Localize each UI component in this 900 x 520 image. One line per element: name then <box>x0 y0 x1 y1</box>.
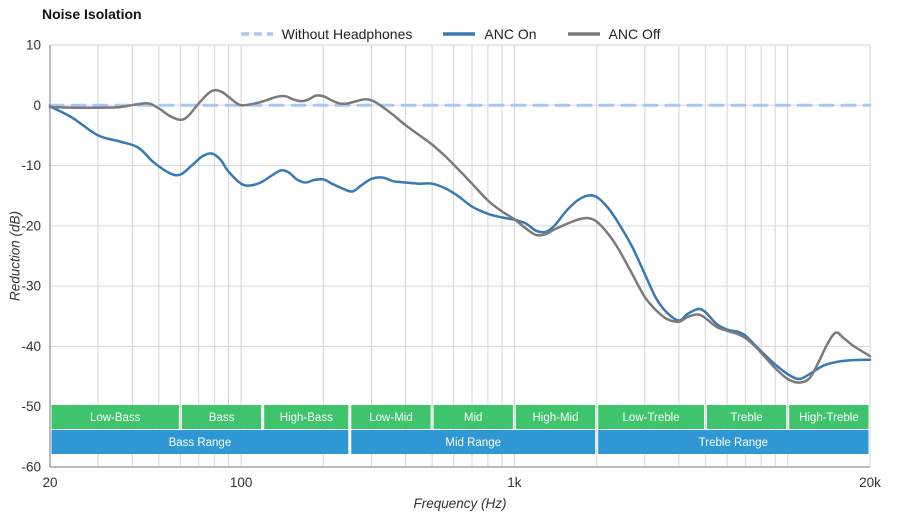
chart-title: Noise Isolation <box>42 6 142 22</box>
series-group <box>48 88 872 384</box>
x-tick-label: 1k <box>507 475 522 490</box>
band-label: Low-Treble <box>623 412 680 424</box>
band-label: High-Mid <box>532 412 578 424</box>
legend-line-swatch <box>567 32 600 36</box>
band-mid <box>433 405 513 429</box>
y-tick-label: -20 <box>21 218 41 233</box>
band-bass-range <box>51 430 349 454</box>
legend-label: ANC On <box>484 26 537 42</box>
band-label: Bass <box>209 412 235 424</box>
band-label: Low-Bass <box>90 412 141 424</box>
band-treble-range <box>598 430 869 454</box>
band-bass <box>181 405 262 429</box>
x-tick-label: 20k <box>859 475 881 490</box>
legend-label: Without Headphones <box>281 26 413 42</box>
band-high-treble <box>789 405 869 429</box>
x-tick-label: 20 <box>42 475 57 490</box>
y-tick-label: -30 <box>21 279 41 294</box>
y-tick-label: -10 <box>21 158 41 173</box>
legend-label: ANC Off <box>608 26 661 42</box>
band-label: High-Treble <box>799 412 859 424</box>
y-tick-label: -40 <box>21 339 41 354</box>
y-axis-title: Reduction (dB) <box>7 210 23 302</box>
band-label: Bass Range <box>169 437 232 449</box>
y-tick-label: -60 <box>21 460 41 475</box>
band-label: Treble <box>731 412 763 424</box>
band-high-mid <box>515 405 596 429</box>
band-mid-range <box>351 430 596 454</box>
band-label: High-Bass <box>280 412 333 424</box>
legend-item-anc-off[interactable]: ANC Off <box>567 26 661 42</box>
series-anc-off <box>48 88 872 384</box>
band-label: Low-Mid <box>369 412 412 424</box>
y-tick-label: 10 <box>26 38 41 53</box>
band-treble <box>706 405 787 429</box>
x-tick-label: 100 <box>230 475 253 490</box>
axes <box>49 45 870 468</box>
x-axis-title: Frequency (Hz) <box>413 496 507 511</box>
gridlines <box>50 44 871 468</box>
band-high-bass <box>264 405 349 429</box>
legend-line-swatch <box>443 32 476 36</box>
band-label: Mid <box>464 412 483 424</box>
band-label: Mid Range <box>445 437 501 449</box>
band-low-treble <box>598 405 704 429</box>
band-low-bass <box>51 405 179 429</box>
legend-line-swatch <box>240 32 273 36</box>
y-tick-label: -50 <box>21 399 41 414</box>
legend: Without Headphones ANC On ANC Off <box>0 24 900 44</box>
band-label: Treble Range <box>699 437 768 449</box>
legend-item-without-headphones[interactable]: Without Headphones <box>240 26 413 42</box>
series-anc-on <box>48 105 872 381</box>
band-low-mid <box>351 405 431 429</box>
legend-item-anc-on[interactable]: ANC On <box>442 26 537 42</box>
frequency-bands: Low-Bass Bass High-Bass Low-Mid Mid High-Mid L… <box>51 405 869 454</box>
y-tick-label: 0 <box>33 98 41 113</box>
